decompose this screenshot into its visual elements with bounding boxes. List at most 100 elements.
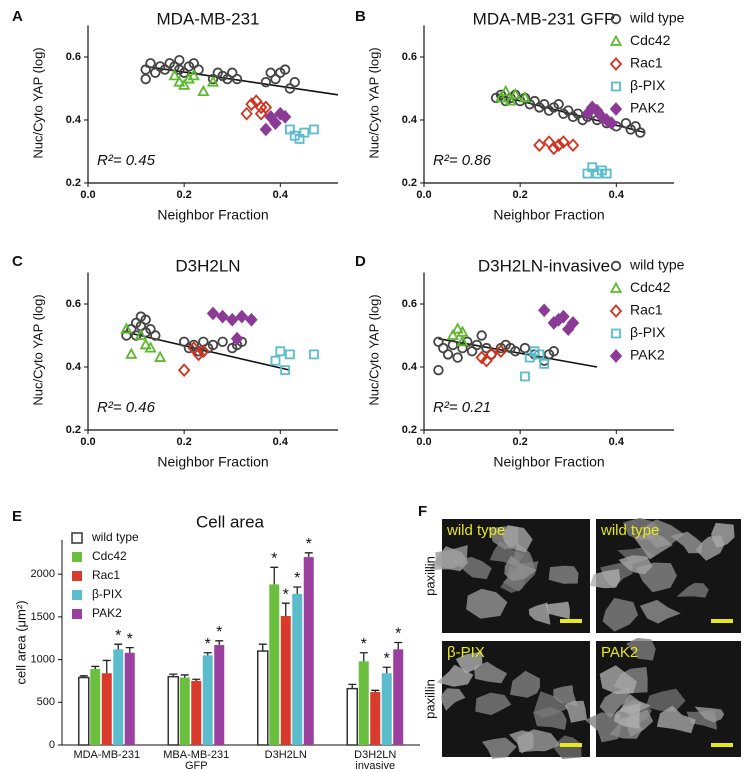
- point: [509, 87, 522, 100]
- point: [278, 110, 292, 124]
- point: [538, 99, 550, 110]
- point: [299, 127, 310, 138]
- y-tick-label: 0.6: [66, 51, 81, 63]
- point: [635, 127, 646, 138]
- point: [520, 371, 530, 382]
- panel-label: B: [355, 8, 366, 25]
- legend-label: PAK2: [92, 606, 122, 620]
- bar: [78, 676, 90, 746]
- significance: *: [361, 636, 367, 653]
- cell: [670, 531, 703, 554]
- chart-title: MDA-MB-231: [157, 9, 260, 28]
- point: [309, 124, 319, 135]
- cell: [474, 661, 508, 684]
- x-tick-label: 0.0: [416, 436, 431, 448]
- micrograph: wild type: [590, 517, 741, 633]
- panel-label: D: [355, 253, 366, 270]
- point: [154, 350, 167, 362]
- point: [566, 316, 580, 330]
- point: [552, 138, 565, 153]
- cell: [599, 687, 631, 719]
- point: [178, 78, 191, 90]
- point: [197, 84, 210, 97]
- point: [557, 135, 570, 149]
- legend-marker: [609, 304, 623, 318]
- error-bar: [180, 674, 189, 678]
- significance: *: [306, 536, 312, 553]
- point: [207, 339, 219, 351]
- error-bar: [394, 641, 403, 650]
- point: [159, 64, 171, 75]
- point: [630, 121, 641, 132]
- point: [145, 324, 156, 335]
- point: [494, 91, 508, 103]
- cell: [548, 565, 579, 584]
- bar: [113, 649, 124, 745]
- chart-title: Cell area: [196, 512, 265, 531]
- x-tick-label: 0.4: [273, 436, 289, 448]
- significance: *: [294, 570, 300, 587]
- y-tick-label: 2000: [31, 568, 55, 580]
- significance: *: [115, 627, 121, 644]
- y-tick-label: 0.4: [66, 361, 82, 373]
- y-tick-label: 0.6: [402, 51, 417, 63]
- cell: [455, 651, 483, 674]
- legend-swatch: [72, 590, 82, 600]
- y-tick-label: 0.2: [66, 424, 81, 436]
- cell: [639, 599, 681, 624]
- point: [270, 355, 281, 366]
- x-axis-label: Neighbor Fraction: [157, 454, 268, 470]
- cell: [645, 688, 686, 712]
- legend-label: β-PIX: [92, 587, 122, 601]
- legend-label: β-PIX: [630, 324, 666, 340]
- point: [518, 91, 532, 103]
- cell: [475, 692, 512, 716]
- point: [187, 69, 200, 81]
- point: [259, 122, 273, 137]
- row-label: paxillin: [422, 556, 437, 596]
- bar: [292, 593, 303, 745]
- point: [254, 100, 268, 115]
- legend-label: wild type: [629, 257, 685, 273]
- image-label: PAK2: [601, 644, 638, 661]
- legend-label: PAK2: [630, 100, 665, 116]
- error-bar: [169, 673, 178, 677]
- cell: [502, 525, 533, 553]
- legend-marker: [609, 281, 623, 293]
- bar: [381, 673, 392, 745]
- cell: [633, 532, 673, 560]
- point: [177, 363, 191, 377]
- cell: [545, 601, 570, 619]
- cell: [613, 703, 641, 729]
- point: [548, 346, 560, 357]
- chart-title: D3H2LN: [175, 256, 240, 275]
- x-tick-label: 0.4: [609, 189, 625, 201]
- cell: [618, 555, 653, 575]
- y-axis-label: cell area (μm²): [13, 600, 28, 684]
- significance: *: [271, 551, 277, 568]
- bar: [393, 649, 404, 745]
- x-axis-label: Neighbor Fraction: [493, 454, 604, 470]
- point: [557, 309, 570, 324]
- point: [188, 339, 199, 351]
- micrograph: wild type: [429, 519, 590, 633]
- y-tick-label: 0.4: [402, 361, 418, 373]
- cell: [553, 685, 578, 707]
- point: [471, 339, 483, 351]
- cell: [711, 522, 735, 548]
- y-tick-label: 0.4: [402, 114, 418, 126]
- y-axis-label: Nuc/Cyto YAP (log): [366, 294, 381, 405]
- cell: [510, 670, 540, 698]
- bar: [167, 675, 179, 746]
- legend-label: β-PIX: [630, 77, 666, 93]
- x-axis-label: Neighbor Fraction: [157, 207, 268, 223]
- point: [206, 75, 220, 87]
- point: [174, 54, 185, 66]
- micrograph: β-PIX: [436, 641, 590, 759]
- cell: [533, 706, 567, 730]
- y-tick-label: 0.6: [66, 298, 81, 310]
- y-tick-label: 0.2: [402, 424, 417, 436]
- point: [605, 116, 618, 130]
- error-bar: [91, 665, 100, 669]
- bar: [370, 692, 381, 745]
